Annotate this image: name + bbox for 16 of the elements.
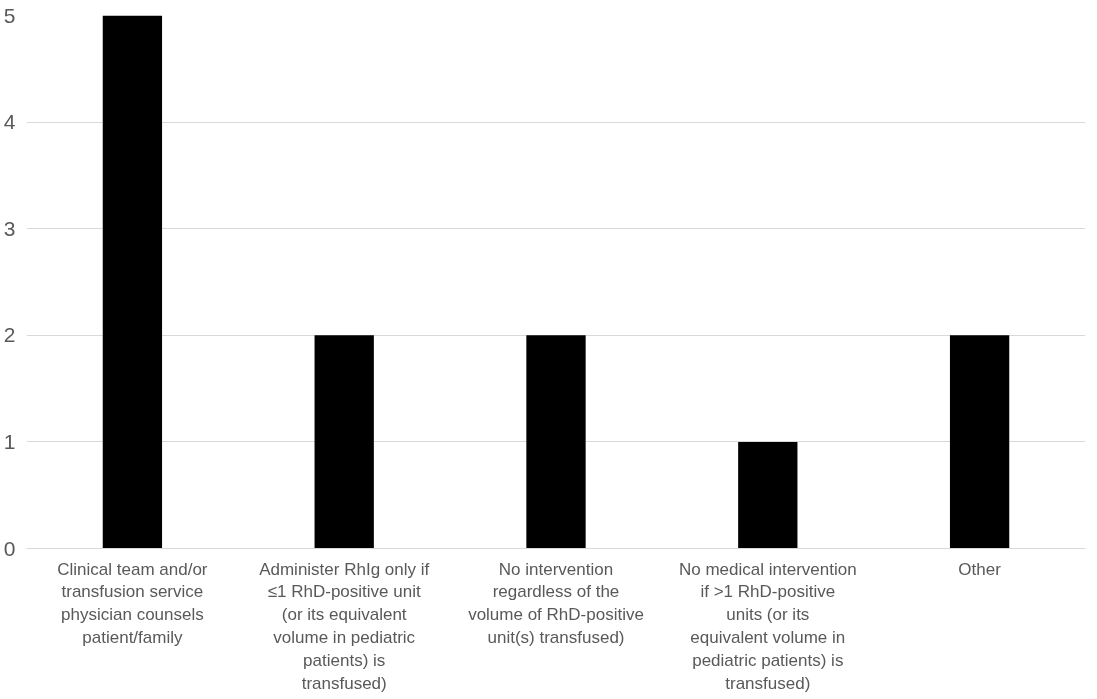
bar <box>949 335 1010 549</box>
y-tick-label: 2 <box>3 323 16 347</box>
y-tick-label: 3 <box>3 216 16 240</box>
x-tick-label: No medical intervention if >1 RhD-positive units (or its equivalent volume in pediatric patients) is transfused) <box>678 559 857 693</box>
bar <box>738 441 798 549</box>
y-tick-label: 4 <box>3 110 16 134</box>
x-tick-label: Other <box>958 559 1002 579</box>
y-tick-label: 1 <box>3 429 16 453</box>
x-tick-label: Clinical team and/or transfusion service physician counsels patient/family <box>57 559 208 647</box>
x-tick-label: Administer RhIg only if ≤1 RhD-positive unit (or its equivalent volume in pediatric patients) is transfused) <box>259 559 430 693</box>
y-tick-label: 5 <box>3 3 16 27</box>
x-tick-label: No intervention regardless of the volume of RhD-positive unit(s) transfused) <box>468 559 644 647</box>
y-tick-label: 0 <box>3 536 16 560</box>
bar <box>102 15 163 549</box>
bar <box>314 335 374 549</box>
bar <box>526 335 586 549</box>
